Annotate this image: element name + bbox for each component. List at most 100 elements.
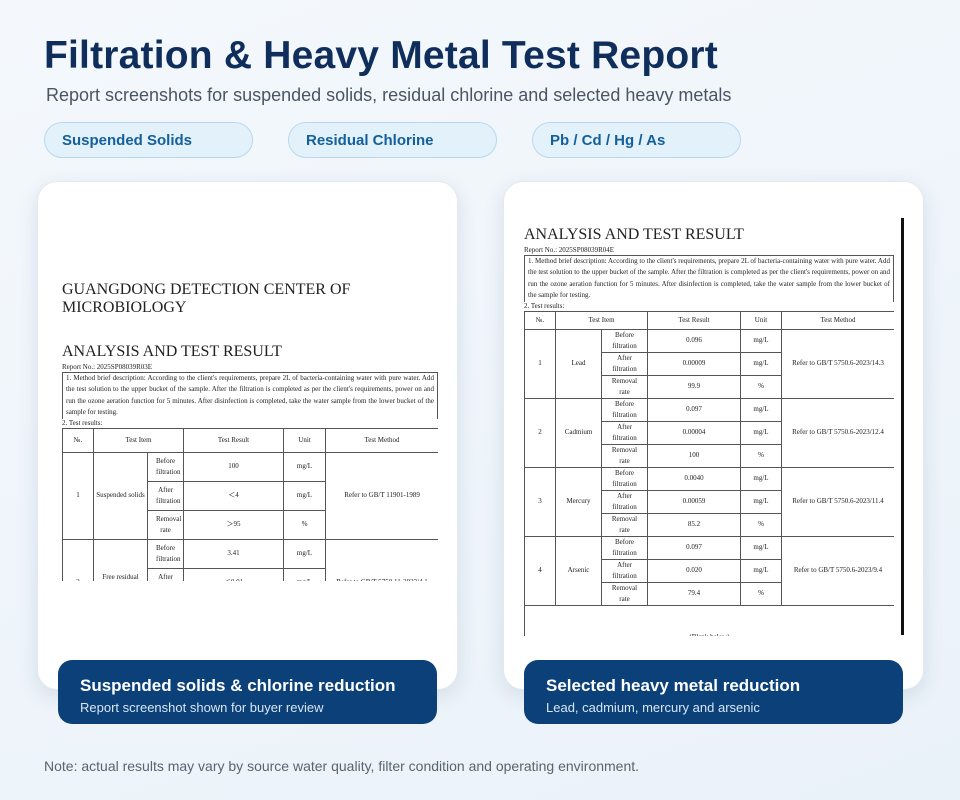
test-method: Refer to GB/T 11901-1989: [325, 451, 438, 540]
test-method: Refer to GB/T 5750.6-2023/12.4: [781, 397, 894, 468]
item-number: 3: [524, 466, 556, 537]
test-step: After filtration: [600, 489, 649, 514]
test-result: 79.4: [647, 581, 742, 606]
column-header: №.: [524, 310, 556, 330]
test-result: 0.097: [647, 397, 742, 422]
test-step: Before filtration: [600, 397, 649, 422]
unit: %: [740, 443, 783, 468]
results-label: 2. Test results:: [62, 418, 103, 427]
result-row: After filtration 0.00004 mg/L: [525, 420, 895, 445]
test-step: After filtration: [600, 420, 649, 445]
caption-box: Suspended solids & chlorine reduction Re…: [58, 660, 437, 724]
test-step: After filtration: [600, 558, 649, 583]
caption-box: Selected heavy metal reduction Lead, cad…: [524, 660, 903, 724]
unit: mg/L: [283, 567, 327, 581]
tag: Suspended Solids: [44, 122, 253, 158]
method-description: 1. Method brief description: According t…: [62, 372, 438, 419]
test-item: Cadmium: [555, 397, 602, 468]
test-step: Before filtration: [146, 538, 185, 569]
column-header: Test Method: [781, 310, 894, 330]
unit: mg/L: [283, 538, 327, 569]
unit: mg/L: [740, 489, 783, 514]
report-document: ANALYSIS AND TEST RESULT Report No.: 2025…: [524, 217, 894, 636]
results-table: №. Test Item Test Result Unit Test Method 1 Su…: [62, 427, 439, 581]
column-header: Test Result: [183, 427, 285, 453]
test-result: 0.097: [647, 535, 742, 560]
unit: mg/L: [740, 420, 783, 445]
unit: mg/L: [740, 535, 783, 560]
result-row: Removal rate 99.9%: [525, 374, 895, 399]
unit: %: [283, 509, 327, 540]
result-row: 4 Arsenic Before filtration 0.097 mg/L Refer …: [524, 535, 894, 606]
test-result: 0.00004: [647, 420, 742, 445]
unit: %: [740, 512, 783, 537]
test-result: 0.096: [647, 328, 742, 353]
method-description: 1. Method brief description: According t…: [524, 255, 894, 302]
column-header: №.: [62, 427, 94, 453]
test-step: Removal rate: [146, 509, 185, 540]
test-item: Mercury: [555, 466, 602, 537]
page-edge: [901, 218, 904, 635]
test-step: Before filtration: [600, 535, 649, 560]
result-row: After filtration＜0.01mg/L: [63, 567, 439, 581]
report-number: Report No.: 2025SP08039R04E: [524, 246, 615, 254]
test-item: Lead: [555, 328, 602, 399]
result-row: 1 Suspended solids Before filtration 100 mg/…: [62, 451, 438, 540]
result-row: 3 Mercury Before filtration 0.0040 mg/L Refer…: [524, 466, 894, 537]
test-method: Refer to GB/T 5750.11-2023/4.1: [325, 538, 438, 581]
unit: mg/L: [740, 397, 783, 422]
test-result: 0.00009: [647, 351, 742, 376]
test-result: 0.00059: [647, 489, 742, 514]
result-row: 2Free residual chlorineBefore filtration…: [62, 538, 438, 581]
unit: %: [740, 581, 783, 606]
test-result: ＞95: [183, 509, 285, 540]
footnote: Note: actual results may vary by source …: [44, 758, 640, 774]
test-step: Before filtration: [600, 328, 649, 353]
caption-title: Suspended solids & chlorine reduction: [80, 676, 396, 695]
test-step: Removal rate: [600, 581, 649, 606]
blank-row: (Blank below): [524, 604, 894, 636]
report-document: GUANGDONG DETECTION CENTER OF MICROBIOLO…: [62, 272, 438, 581]
item-number: 4: [524, 535, 556, 606]
page-title: Filtration & Heavy Metal Test Report: [44, 34, 718, 77]
result-row: 2 Cadmium Before filtration 0.097 mg/L Refer …: [524, 397, 894, 468]
test-item: Free residual chlorine: [93, 538, 148, 581]
test-item: Arsenic: [555, 535, 602, 606]
test-method: Refer to GB/T 5750.6-2023/11.4: [781, 466, 894, 537]
item-number: 1: [62, 451, 94, 540]
result-row: Removal rate 85.2%: [525, 512, 895, 537]
test-method: Refer to GB/T 5750.6-2023/14.3: [781, 328, 894, 399]
test-step: Removal rate: [600, 512, 649, 537]
result-row: 1 Lead Before filtration 0.096 mg/L Refer to …: [524, 328, 894, 399]
tag: Pb / Cd / Hg / As: [532, 122, 741, 158]
item-number: 2: [524, 397, 556, 468]
result-row: After filtration 0.020 mg/L: [525, 558, 895, 583]
unit: mg/L: [740, 328, 783, 353]
test-result: ＜4: [183, 480, 285, 511]
column-header: Unit: [740, 310, 783, 330]
header-row: №. Test Item Test Result Unit Test Method: [62, 427, 438, 453]
test-result: 3.41: [183, 538, 285, 569]
caption-title: Selected heavy metal reduction: [546, 676, 801, 695]
test-step: After filtration: [146, 480, 185, 511]
column-header: Test Result: [647, 310, 742, 330]
page-subtitle: Report screenshots for suspended solids,…: [46, 85, 732, 105]
test-step: After filtration: [146, 567, 185, 581]
results-label: 2. Test results:: [524, 301, 565, 310]
unit: mg/L: [740, 558, 783, 583]
unit: mg/L: [740, 466, 783, 491]
test-step: Before filtration: [600, 466, 649, 491]
column-header: Test Method: [325, 427, 438, 453]
caption-subtitle: Report screenshot shown for buyer review: [80, 700, 324, 715]
header-row: №. Test Item Test Result Unit Test Method: [524, 310, 894, 330]
column-header: Unit: [283, 427, 327, 453]
tag: Residual Chlorine: [288, 122, 497, 158]
test-item: Suspended solids: [93, 451, 148, 540]
test-result: 85.2: [647, 512, 742, 537]
result-row: After filtration 0.00009 mg/L: [525, 351, 895, 376]
table-body: №. Test Item Test Result Unit Test Method 1 Le…: [524, 310, 895, 636]
test-step: Removal rate: [600, 374, 649, 399]
test-step: Removal rate: [600, 443, 649, 468]
column-header: Test Item: [92, 427, 185, 453]
